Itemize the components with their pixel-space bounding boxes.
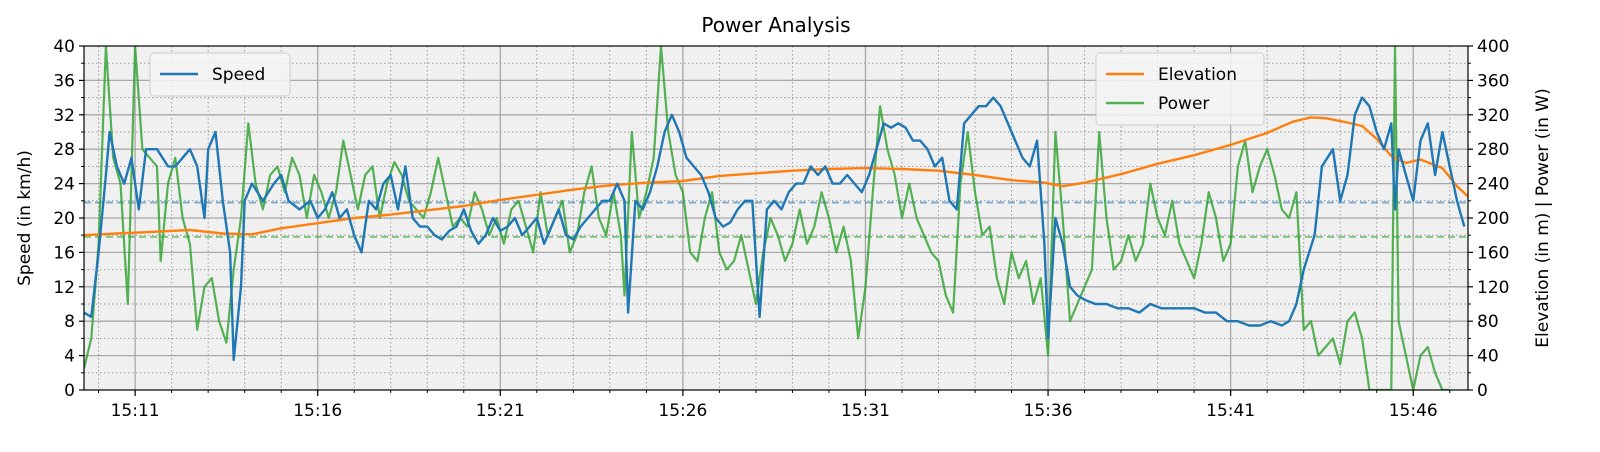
y-tick-label-right: 120	[1477, 278, 1509, 298]
legend-right: Elevation Power	[1095, 52, 1265, 126]
legend-left-box	[149, 52, 291, 97]
y-tick-label-left: 12	[53, 278, 75, 298]
y-tick-label-left: 4	[64, 347, 75, 367]
series-line-power	[84, 46, 1450, 390]
series-line-speed	[84, 96, 1466, 362]
y-tick-label-left: 32	[53, 106, 75, 126]
y-tick-label-right: 0	[1477, 381, 1488, 401]
series-lines	[84, 46, 1468, 390]
y-tick-label-right: 240	[1477, 175, 1509, 195]
chart-title: Power Analysis	[701, 13, 850, 37]
y-tick-label-right: 360	[1477, 71, 1509, 91]
y-tick-label-left: 0	[64, 381, 75, 401]
x-tick-label: 15:46	[1389, 401, 1438, 421]
y-tick-label-left: 28	[53, 140, 75, 160]
x-tick-label: 15:26	[658, 401, 707, 421]
y-tick-label-left: 40	[53, 37, 75, 57]
y-tick-label-right: 280	[1477, 140, 1509, 160]
y-tick-label-left: 16	[53, 243, 75, 263]
y-tick-label-left: 36	[53, 71, 75, 91]
tick-labels: 0481216202428323640040801201602002402803…	[53, 37, 1509, 421]
y-tick-label-right: 200	[1477, 209, 1509, 229]
legend-label-speed: Speed	[212, 65, 265, 85]
legend-label-power: Power	[1158, 94, 1209, 114]
x-tick-label: 15:36	[1024, 401, 1073, 421]
y-tick-label-right: 160	[1477, 243, 1509, 263]
x-tick-label: 15:41	[1206, 401, 1255, 421]
y-tick-label-right: 80	[1477, 312, 1499, 332]
legends: Speed Elevation Power	[149, 52, 1265, 126]
x-tick-label: 15:11	[111, 401, 160, 421]
y-tick-label-left: 24	[53, 175, 75, 195]
y-axis-label-left: Speed (in km/h)	[15, 150, 35, 286]
legend-label-elevation: Elevation	[1158, 65, 1237, 85]
x-tick-label: 15:31	[841, 401, 890, 421]
legend-left: Speed	[149, 52, 291, 97]
y-tick-label-left: 20	[53, 209, 75, 229]
y-tick-label-left: 8	[64, 312, 75, 332]
x-tick-label: 15:16	[293, 401, 342, 421]
legend-right-box	[1095, 52, 1265, 126]
x-tick-label: 15:21	[476, 401, 525, 421]
series-line-elevation	[84, 116, 1468, 237]
y-tick-label-right: 320	[1477, 106, 1509, 126]
y-tick-label-right: 40	[1477, 347, 1499, 367]
y-axis-label-right: Elevation (in m) | Power (in W)	[1533, 88, 1553, 347]
y-tick-label-right: 400	[1477, 37, 1509, 57]
